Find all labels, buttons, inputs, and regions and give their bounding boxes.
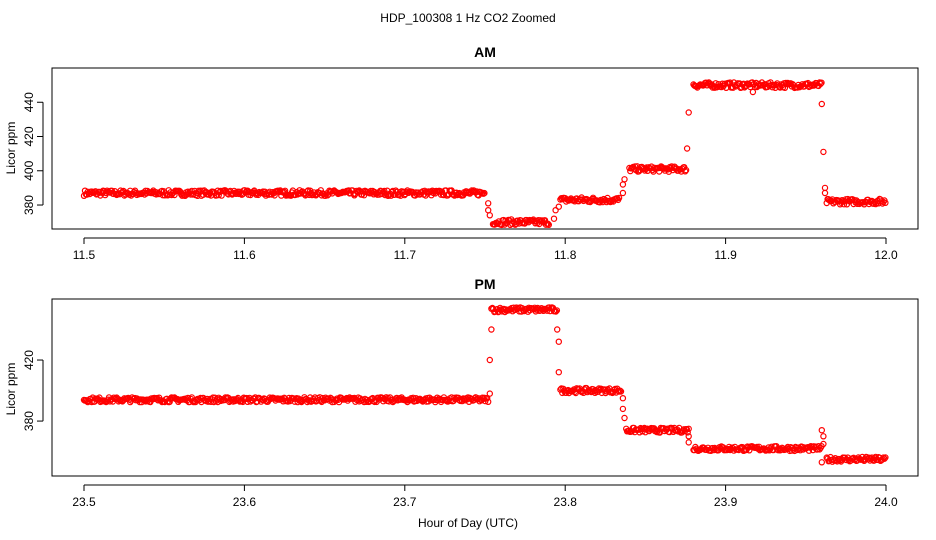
x-tick-label: 23.8 [554, 495, 578, 509]
data-point [545, 221, 553, 228]
x-tick-label: 23.9 [714, 495, 738, 509]
x-tick-label: 11.5 [73, 248, 96, 262]
data-point [616, 387, 624, 394]
x-tick-label: 11.6 [233, 248, 256, 262]
data-point [685, 439, 692, 446]
data-point [637, 424, 644, 432]
data-point [485, 200, 492, 207]
data-point [882, 454, 889, 461]
data-point [820, 440, 827, 448]
data-point [821, 189, 829, 197]
x-tick-label: 23.7 [393, 495, 417, 509]
data-point [619, 181, 627, 188]
y-tick-label: 440 [22, 92, 36, 112]
x-tick-label: 11.7 [394, 248, 417, 262]
y-tick-label: 420 [22, 126, 36, 146]
data-point [818, 79, 825, 86]
data-point [712, 80, 719, 87]
data-point [685, 425, 692, 432]
data-point [685, 109, 692, 116]
x-tick-label: 11.9 [714, 248, 737, 262]
data-point [555, 338, 563, 345]
y-tick-label: 380 [22, 195, 36, 215]
data-point [880, 454, 887, 461]
data-point [621, 176, 628, 183]
data-point [485, 398, 492, 405]
data-point [619, 395, 627, 402]
data-point [682, 166, 690, 174]
data-point [306, 191, 313, 199]
panel-pm-y-axis: 380 420 [22, 350, 44, 431]
data-point [544, 220, 552, 227]
data-point [617, 388, 625, 395]
data-point [685, 433, 692, 440]
panel-pm-title: PM [475, 276, 496, 292]
figure-title: HDP_100308 1 Hz CO2 Zoomed [380, 11, 555, 25]
data-point [882, 199, 889, 206]
panel-am-title: AM [474, 44, 496, 60]
data-point [485, 206, 492, 214]
data-point [550, 215, 558, 222]
data-point [553, 307, 561, 314]
data-point [818, 459, 826, 466]
data-point [619, 189, 627, 197]
x-tick-label: 12.0 [874, 248, 898, 262]
data-point [481, 189, 488, 197]
data-point [557, 386, 564, 393]
y-tick-label: 400 [22, 160, 36, 180]
x-tick-label: 11.8 [554, 248, 577, 262]
data-point [615, 388, 623, 395]
data-point [684, 429, 691, 436]
x-tick-label: 23.6 [233, 495, 257, 509]
panel-pm-ylabel: Licor ppm [4, 363, 18, 416]
panel-am-x-axis: 11.5 11.6 11.7 11.8 11.9 12.0 [73, 237, 898, 262]
y-tick-label: 420 [22, 350, 36, 370]
x-axis-label: Hour of Day (UTC) [418, 516, 518, 530]
data-point [531, 304, 538, 311]
data-point [817, 80, 824, 88]
data-point [818, 427, 826, 434]
panel-am: AM Licor ppm 11.5 11.6 11.7 11.8 11.9 12.0 38… [4, 44, 919, 262]
data-point [554, 326, 561, 333]
panel-am-y-axis: 380 400 420 440 [22, 92, 44, 215]
panel-pm-frame [51, 298, 919, 477]
data-point [486, 390, 493, 397]
data-point [438, 188, 446, 195]
x-tick-label: 24.0 [874, 495, 898, 509]
data-point [552, 308, 560, 315]
panel-am-points [80, 79, 889, 229]
data-point [682, 168, 689, 175]
panel-am-frame [51, 67, 919, 230]
data-point [821, 184, 829, 192]
data-point [486, 212, 493, 219]
data-point [552, 206, 559, 214]
data-point [619, 405, 627, 413]
panel-pm: PM Licor ppm 23.5 23.6 23.7 23.8 23.9 24.0 38… [4, 276, 919, 509]
data-point [486, 356, 493, 364]
data-point [555, 203, 563, 210]
panel-am-ylabel: Licor ppm [4, 122, 18, 175]
data-point [881, 455, 888, 462]
data-point [615, 194, 623, 202]
data-point [820, 433, 827, 440]
data-point [488, 326, 495, 333]
panel-pm-x-axis: 23.5 23.6 23.7 23.8 23.9 24.0 [72, 484, 898, 509]
data-point [555, 369, 563, 376]
panel-pm-points [80, 304, 889, 466]
y-tick-label: 380 [22, 411, 36, 431]
x-tick-label: 23.5 [72, 495, 96, 509]
data-point [621, 414, 628, 422]
data-point [683, 145, 691, 152]
data-point [820, 148, 827, 156]
data-point [484, 394, 491, 402]
data-point [818, 100, 826, 108]
data-point [749, 88, 757, 96]
